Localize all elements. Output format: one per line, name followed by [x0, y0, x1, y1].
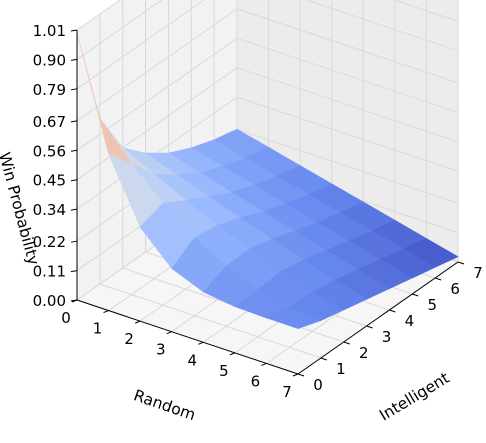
x-tick-label: 1: [93, 320, 103, 338]
x-tick-mark: [229, 352, 236, 356]
z-tick-label: 0.56: [33, 142, 66, 160]
grid-line: [99, 283, 322, 359]
x-axis-label: Random: [131, 386, 198, 424]
grid-line: [76, 0, 121, 31]
grid-line: [304, 0, 459, 52]
grid-line: [76, 0, 163, 60]
x-tick-label: 6: [251, 372, 261, 390]
z-tick-label: 1.01: [33, 22, 66, 40]
y-tick-mark: [297, 373, 305, 377]
y-tick-mark: [320, 357, 328, 361]
z-tick-mark: [70, 270, 78, 273]
x-tick-label: 5: [219, 362, 229, 380]
y-tick-label: 3: [382, 328, 392, 346]
z-tick-mark: [70, 120, 78, 123]
y-tick-label: 5: [428, 296, 438, 314]
grid-line: [236, 67, 459, 143]
surface-cell: [265, 307, 322, 329]
z-tick-mark: [70, 149, 78, 152]
z-tick-label: 0.22: [33, 233, 66, 251]
y-tick-label: 4: [405, 312, 415, 330]
y-tick-mark: [412, 293, 419, 297]
x-tick-mark: [292, 373, 299, 377]
z-tick-label: 0.00: [33, 292, 66, 310]
x-tick-mark: [261, 362, 267, 366]
z-tick-label: 0.67: [33, 113, 66, 131]
x-tick-label: 4: [188, 351, 198, 369]
y-axis-line: [297, 261, 459, 375]
x-tick-label: 2: [124, 330, 134, 348]
y-tick-mark: [389, 309, 396, 313]
z-tick-mark: [70, 58, 78, 61]
z-tick-mark: [70, 208, 78, 211]
y-tick-label: 7: [473, 264, 483, 282]
z-tick-mark: [70, 179, 78, 182]
x-tick-mark: [134, 320, 141, 324]
left-wall: [77, 0, 237, 300]
grid-line: [392, 0, 459, 22]
axis-lines: [76, 30, 459, 375]
z-tick-label: 0.45: [33, 172, 66, 190]
y-tick-mark: [434, 277, 442, 281]
grid-line: [236, 37, 459, 113]
z-tick-mark: [70, 29, 78, 32]
surface-plot: [76, 32, 459, 329]
x-axis-line: [76, 299, 299, 375]
y-tick-label: 0: [313, 376, 323, 394]
grid-line: [236, 128, 459, 204]
y-tick-mark: [366, 325, 373, 329]
z-tick-label: 0.34: [33, 201, 66, 219]
z-tick-label: 0.11: [33, 263, 66, 281]
y-axis-label: Intelligent: [376, 369, 452, 425]
grid-line: [236, 8, 459, 84]
x-tick-label: 7: [282, 383, 292, 401]
z-tick-mark: [70, 88, 78, 91]
y-tick-label: 2: [359, 344, 369, 362]
z-tick-label: 0.90: [33, 51, 66, 69]
z-tick-label: 0.79: [33, 81, 66, 99]
z-tick-mark: [70, 299, 78, 302]
grid-line: [76, 67, 238, 181]
y-tick-label: 1: [336, 360, 346, 378]
y-tick-label: 6: [450, 280, 460, 298]
grid-line: [76, 8, 238, 122]
x-tick-label: 3: [156, 341, 166, 359]
z-tick-mark: [70, 240, 78, 243]
x-tick-mark: [103, 310, 109, 314]
x-tick-label: 0: [61, 309, 71, 327]
x-tick-mark: [166, 331, 172, 335]
y-tick-mark: [457, 261, 465, 265]
grid-line: [76, 0, 205, 90]
grid-line: [236, 96, 459, 172]
y-tick-mark: [343, 341, 350, 345]
x-tick-mark: [198, 341, 204, 345]
